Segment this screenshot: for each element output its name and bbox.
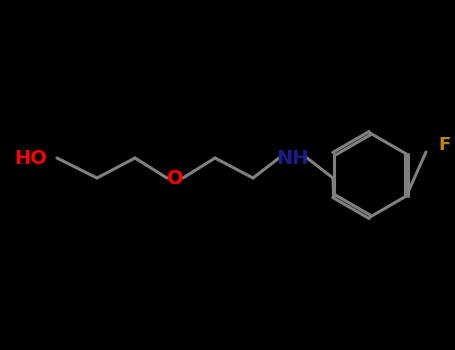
Text: O: O (167, 168, 183, 188)
Text: F: F (438, 136, 450, 154)
Text: NH: NH (277, 148, 309, 168)
Text: HO: HO (14, 148, 47, 168)
